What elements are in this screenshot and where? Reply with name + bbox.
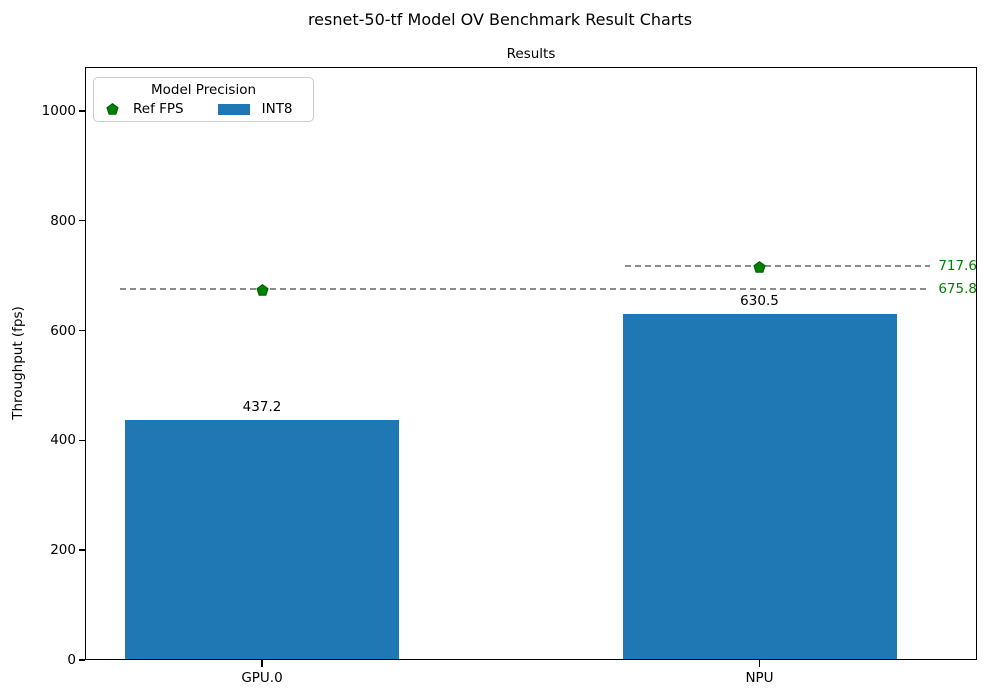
y-tick-mark <box>78 219 85 222</box>
y-tick-mark <box>78 659 85 661</box>
axes-title: Results <box>506 46 556 62</box>
bar-value-label: 437.2 <box>242 398 282 415</box>
bar <box>125 419 399 659</box>
y-tick-label: 400 <box>50 432 76 449</box>
y-tick-mark <box>78 329 85 332</box>
y-tick-label: 800 <box>50 212 76 229</box>
figure-title: resnet-50-tf Model OV Benchmark Result C… <box>307 10 693 29</box>
ref-value-label: 675.8 <box>938 280 977 297</box>
ref-fps-pentagon-icon <box>106 102 119 116</box>
ref-value-label: 717.6 <box>938 257 977 274</box>
y-tick-mark <box>78 549 85 551</box>
y-tick-label: 1000 <box>41 102 76 119</box>
x-tick-label: NPU <box>745 670 774 686</box>
x-tick-mark <box>758 660 761 667</box>
x-tick-mark <box>261 660 263 667</box>
y-tick-label: 200 <box>50 542 76 559</box>
ref-line <box>625 265 930 267</box>
ref-marker-pentagon-icon <box>753 259 766 273</box>
legend: Model Precision Ref FPS INT8 <box>93 77 314 122</box>
ref-marker-pentagon-icon <box>255 282 269 296</box>
y-tick-mark <box>78 439 85 442</box>
ref-line <box>120 288 930 290</box>
x-tick-label: GPU.0 <box>241 670 283 686</box>
legend-label-ref-fps: Ref FPS <box>133 101 184 117</box>
y-tick-mark <box>78 110 85 112</box>
bar <box>622 313 897 659</box>
int8-color-swatch-icon <box>217 103 250 115</box>
legend-label-int8: INT8 <box>261 101 293 117</box>
y-tick-label: 600 <box>50 322 76 339</box>
bar-value-label: 630.5 <box>740 292 779 309</box>
y-tick-label: 0 <box>67 652 76 668</box>
legend-items: Ref FPS INT8 <box>94 101 313 117</box>
legend-title: Model Precision <box>150 82 257 98</box>
